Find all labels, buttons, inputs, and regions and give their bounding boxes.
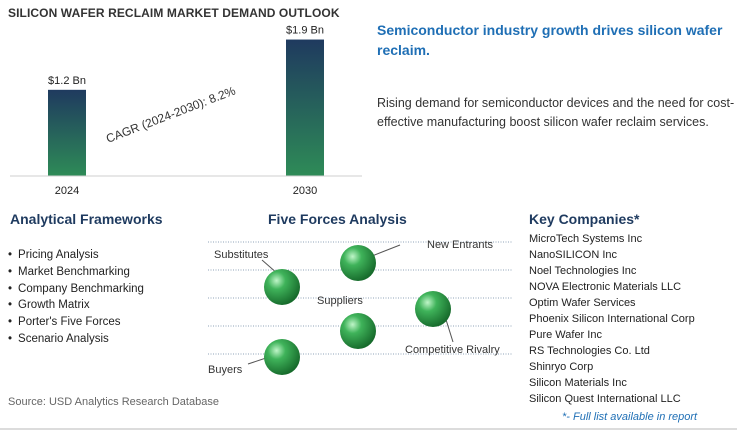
source-note: Source: USD Analytics Research Database (8, 396, 219, 408)
cagr-annotation: CAGR (2024-2030): 8.2% (104, 83, 238, 145)
list-item: Porter's Five Forces (8, 314, 144, 331)
headline: Semiconductor industry growth drives sil… (377, 22, 723, 58)
force-label-buyers: Buyers (208, 364, 243, 376)
body-text: Rising demand for semiconductor devices … (377, 96, 735, 129)
list-item: Scenario Analysis (8, 331, 144, 348)
bar-value-label: $1.9 Bn (286, 25, 324, 37)
force-label-substitutes: Substitutes (214, 249, 269, 261)
frameworks-list: Pricing Analysis Market Benchmarking Com… (8, 247, 144, 348)
bar-2030 (286, 39, 324, 176)
company-item: Phoenix Silicon International Corp (529, 313, 695, 325)
company-item: Shinryo Corp (529, 361, 594, 373)
list-item: Market Benchmarking (8, 264, 144, 281)
bar-chart: $1.2 Bn 2024 $1.9 Bn 2030 CAGR (2024-2030):… (10, 25, 362, 197)
force-label-suppliers: Suppliers (317, 295, 363, 307)
bottom-divider (0, 428, 737, 430)
competitive-rivalry-sphere (415, 291, 451, 327)
company-item: Noel Technologies Inc (529, 265, 637, 277)
list-item: Company Benchmarking (8, 281, 144, 298)
company-item: MicroTech Systems Inc (529, 233, 643, 245)
leader-line (247, 357, 267, 365)
company-item: Silicon Quest International LLC (529, 393, 681, 405)
x-tick-label: 2030 (293, 185, 317, 197)
company-item: Optim Wafer Services (529, 297, 636, 309)
bar-value-label: $1.2 Bn (48, 75, 86, 87)
frameworks-title: Analytical Frameworks (10, 211, 163, 227)
substitutes-sphere (264, 269, 300, 305)
footnote: *- Full list available in report (562, 411, 698, 423)
bar-2024 (48, 89, 86, 176)
company-item: Silicon Materials Inc (529, 377, 627, 389)
company-item: NanoSILICON Inc (529, 249, 618, 261)
companies-title: Key Companies* (529, 211, 640, 227)
company-item: Pure Wafer Inc (529, 329, 602, 341)
new-entrants-sphere (340, 245, 376, 281)
five-forces-diagram: Substitutes New Entrants Suppliers Compe… (208, 239, 513, 376)
five-forces-title: Five Forces Analysis (268, 211, 407, 227)
companies-list: MicroTech Systems Inc NanoSILICON Inc No… (529, 231, 695, 407)
company-item: NOVA Electronic Materials LLC (529, 281, 682, 293)
list-item: Pricing Analysis (8, 247, 144, 264)
x-tick-label: 2024 (55, 185, 79, 197)
list-item: Growth Matrix (8, 297, 144, 314)
chart-title: SILICON WAFER RECLAIM MARKET DEMAND OUTL… (8, 6, 340, 20)
force-label-competitive-rivalry: Competitive Rivalry (405, 344, 500, 356)
leader-line (371, 244, 401, 257)
buyers-sphere (264, 339, 300, 375)
force-label-new-entrants: New Entrants (427, 239, 494, 251)
suppliers-sphere (340, 313, 376, 349)
company-item: RS Technologies Co. Ltd (529, 345, 650, 357)
